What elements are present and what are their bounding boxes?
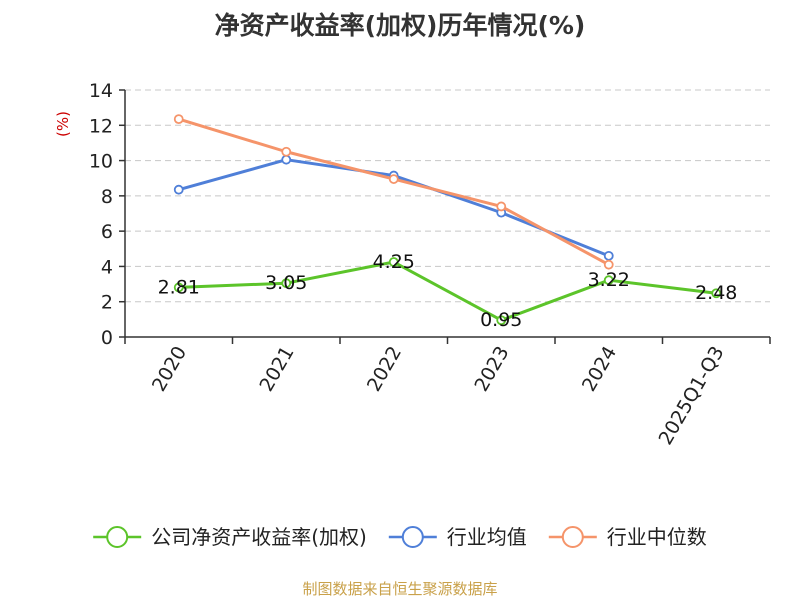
series-0-point-4 [603, 275, 614, 286]
series-2-point-3 [496, 201, 507, 212]
y-tick-label-4: 4 [101, 256, 113, 278]
legend-label-1: 行业均值 [447, 525, 527, 549]
series-line-0 [178, 260, 717, 322]
legend-swatch-marker-2 [561, 526, 584, 548]
x-tick-label-2024: 2024 [578, 343, 621, 396]
x-tick-label-2022: 2022 [363, 343, 406, 396]
x-tick-label-2023: 2023 [470, 343, 513, 396]
series-line-2 [178, 117, 610, 266]
chart-title: 净资产收益率(加权)历年情况(%) [215, 11, 586, 40]
series-0-data-label-2: 4.25 [373, 251, 415, 273]
x-tick-label-2020: 2020 [148, 343, 191, 396]
series-1-point-0 [173, 184, 184, 195]
series-lines [173, 114, 722, 326]
series-2-point-1 [281, 146, 292, 157]
series-0-point-3 [496, 315, 507, 326]
series-0-data-label-0: 2.81 [158, 276, 200, 298]
y-tick-label-10: 10 [89, 151, 113, 173]
legend-label-2: 行业中位数 [607, 525, 707, 549]
series-0-point-5 [711, 288, 722, 299]
series-2-point-0 [173, 114, 184, 125]
series-0-point-0 [173, 282, 184, 293]
legend-item-2: 行业中位数 [548, 525, 707, 549]
y-tick-label-12: 12 [89, 115, 113, 137]
y-axis-unit-label: (%) [54, 111, 72, 137]
series-0-point-1 [281, 278, 292, 289]
y-tick-label-8: 8 [101, 186, 113, 208]
y-tick-label-14: 14 [89, 80, 113, 102]
series-1-point-1 [281, 154, 292, 165]
legend-label-0: 公司净资产收益率(加权) [151, 525, 367, 549]
series-2-point-4 [603, 259, 614, 270]
data-source-note: 制图数据来自恒生聚源数据库 [302, 580, 497, 598]
legend-item-1: 行业均值 [388, 525, 527, 549]
grid-lines [125, 89, 770, 303]
series-0-data-label-4: 3.22 [588, 269, 630, 291]
series-0-point-2 [388, 257, 399, 267]
legend: 公司净资产收益率(加权) 行业均值 行业中位数 [93, 525, 707, 549]
data-labels: 2.81 3.05 4.25 0.95 3.22 2.48 [158, 251, 738, 331]
y-tick-label-0: 0 [101, 327, 113, 349]
series-2-point-2 [388, 174, 399, 184]
y-tick-label-2: 2 [101, 292, 113, 314]
legend-item-0: 公司净资产收益率(加权) [93, 525, 367, 549]
x-tick-label-2021: 2021 [255, 343, 298, 396]
series-1-point-4 [603, 250, 614, 261]
legend-swatch-marker-0 [106, 526, 129, 548]
series-0-data-label-1: 3.05 [265, 272, 307, 294]
legend-swatch-marker-1 [401, 526, 424, 548]
series-0-data-label-3: 0.95 [480, 309, 522, 331]
axes: 0 2 4 6 8 10 12 14 2020 2021 2022 2023 2024 2025Q1-Q3 [89, 80, 771, 449]
x-tick-label-2025Q1-Q3: 2025Q1-Q3 [655, 343, 729, 449]
y-tick-label-6: 6 [101, 221, 113, 243]
series-0-data-label-5: 2.48 [695, 282, 737, 304]
